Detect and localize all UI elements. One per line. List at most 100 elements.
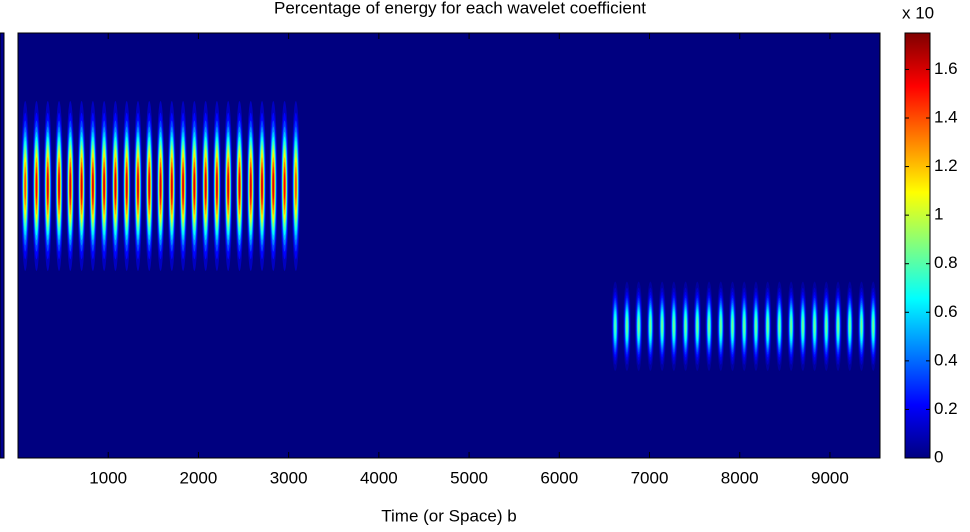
stripe-level <box>614 319 616 334</box>
x-tick-label: 4000 <box>360 468 398 487</box>
stripe-level <box>661 319 663 334</box>
stripe-level <box>216 172 218 200</box>
energy-stripe <box>752 281 760 371</box>
energy-stripe <box>179 101 188 271</box>
colorbar-tick-label: 1.2 <box>934 156 958 175</box>
colorbar-tick-label: 1 <box>934 205 943 224</box>
energy-stripe <box>201 101 210 271</box>
stripe-level <box>47 172 49 200</box>
stripe-level <box>638 319 640 334</box>
energy-stripe <box>670 281 678 371</box>
energy-stripe <box>212 101 221 271</box>
energy-stripe <box>787 281 795 371</box>
energy-stripe <box>834 281 842 371</box>
energy-stripe <box>133 101 143 271</box>
stripe-level <box>137 172 139 200</box>
stripe-level <box>250 172 252 200</box>
energy-stripe <box>693 281 702 371</box>
energy-stripe <box>21 101 30 271</box>
energy-stripe <box>111 101 120 271</box>
energy-stripe <box>43 101 52 271</box>
stripe-level <box>626 319 628 334</box>
stripe-level <box>767 319 769 334</box>
stripe-level <box>92 172 94 200</box>
stripe-level <box>849 319 851 334</box>
colorbar-tick-label: 1.6 <box>934 59 958 78</box>
stripe-level <box>790 319 792 334</box>
stripe-level <box>778 319 781 334</box>
stripe-level <box>837 319 839 334</box>
stripe-level <box>114 172 117 200</box>
energy-stripe <box>845 281 854 371</box>
stripe-level <box>80 172 83 200</box>
energy-stripe <box>611 281 620 371</box>
colorbar-tick-label: 0.2 <box>934 399 958 418</box>
energy-stripe <box>66 101 75 271</box>
energy-stripe <box>235 101 244 271</box>
stripe-level <box>159 172 162 200</box>
energy-stripe <box>775 281 784 371</box>
energy-stripe <box>246 101 255 271</box>
energy-stripe <box>280 101 289 271</box>
colorbar-scale-label: x 10 <box>902 3 934 22</box>
x-tick-label: 7000 <box>631 468 669 487</box>
stripe-level <box>283 172 286 200</box>
energy-stripe <box>705 281 713 371</box>
stripe-level <box>182 172 184 200</box>
stripe-level <box>731 319 734 334</box>
stripe-level <box>35 172 38 200</box>
energy-stripe <box>32 101 41 271</box>
x-tick-label: 6000 <box>540 468 578 487</box>
energy-stripe <box>190 101 199 271</box>
x-axis-label: Time (or Space) b <box>381 506 516 525</box>
stripe-level <box>720 319 722 334</box>
colorbar-tick-label: 0.6 <box>934 302 958 321</box>
energy-stripe <box>822 281 831 371</box>
energy-stripe <box>257 101 267 271</box>
stripe-level <box>696 319 698 334</box>
energy-stripe <box>658 281 666 371</box>
x-tick-label: 1000 <box>89 468 127 487</box>
stripe-level <box>802 319 804 334</box>
stripe-level <box>126 172 128 200</box>
stripe-level <box>295 172 297 200</box>
colorbar-tick-label: 0.8 <box>934 253 958 272</box>
stripe-level <box>204 172 207 200</box>
colorbar-tick-label: 0 <box>934 447 943 466</box>
stripe-level <box>238 172 241 200</box>
energy-stripe <box>77 101 86 271</box>
energy-stripe <box>857 281 866 371</box>
energy-stripe <box>88 101 97 271</box>
stripe-level <box>261 172 263 200</box>
energy-stripe <box>122 101 131 271</box>
x-tick-label: 3000 <box>270 468 308 487</box>
stripe-level <box>872 319 874 334</box>
stripe-level <box>103 172 105 200</box>
energy-stripe <box>740 281 749 371</box>
energy-stripe <box>224 101 233 271</box>
stripe-level <box>755 319 757 334</box>
adjacent-panel-edge <box>0 32 5 459</box>
energy-stripe <box>145 101 154 271</box>
energy-stripe <box>799 281 807 371</box>
energy-stripe <box>763 281 772 371</box>
energy-stripe <box>100 101 109 271</box>
x-tick-label: 8000 <box>721 468 759 487</box>
energy-stripe <box>716 281 725 371</box>
stripe-level <box>24 172 26 200</box>
stripe-level <box>649 319 652 334</box>
stripe-level <box>860 319 863 334</box>
energy-stripe <box>646 281 655 371</box>
stripe-level <box>148 172 150 200</box>
energy-stripe <box>728 281 737 371</box>
energy-stripe <box>167 101 176 271</box>
colorbar-tick-label: 0.4 <box>934 350 958 369</box>
energy-stripe <box>623 281 631 371</box>
stripe-level <box>171 172 173 200</box>
stripe-level <box>673 319 675 334</box>
stripe-level <box>743 319 745 334</box>
stripe-level <box>813 319 816 334</box>
chart-title: Percentage of energy for each wavelet co… <box>274 0 646 17</box>
stripe-level <box>58 172 60 200</box>
